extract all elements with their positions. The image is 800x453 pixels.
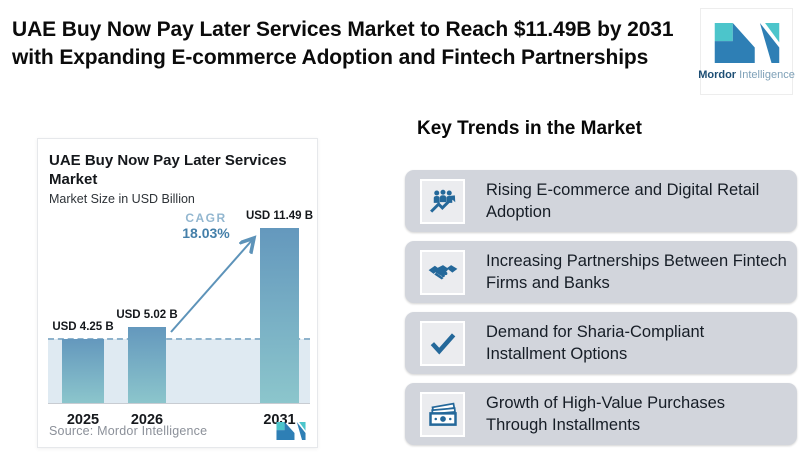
mordor-logo-wordmark: Mordor Intelligence	[698, 68, 795, 81]
bar-value-label: USD 5.02 B	[116, 309, 178, 321]
mordor-intelligence-logo: Mordor Intelligence	[698, 8, 795, 95]
checkmark-icon	[430, 333, 455, 355]
trend-card-label: Rising E-commerce and Digital Retail Ado…	[486, 181, 760, 221]
mordor-logo-mark-icon	[714, 22, 779, 63]
growth-arrow-icon	[170, 214, 310, 333]
bar-2025	[62, 339, 104, 404]
bar-value-label: USD 4.25 B	[52, 321, 114, 333]
page-title-line2: with Expanding E-commerce Adoption and F…	[12, 46, 649, 69]
trend-card-high-value-purchases: Growth of High-Value Purchases Through I…	[405, 383, 797, 445]
x-axis-label-2026: 2026	[130, 412, 164, 428]
trend-card-list: Rising E-commerce and Digital Retail Ado…	[405, 170, 797, 445]
bar-chart-plot-area: CAGR 18.03% USD 4.25 B 2025 USD 5.02 B 2026…	[48, 210, 313, 428]
x-axis-label-2025: 2025	[66, 412, 100, 428]
trend-icon-box	[420, 249, 465, 295]
trend-icon-box	[420, 391, 465, 437]
trend-icon-box	[420, 178, 465, 224]
ecommerce-growth-icon	[429, 189, 455, 213]
page-title: UAE Buy Now Pay Later Services Market to…	[12, 16, 684, 72]
bar-value-label: USD 11.49 B	[245, 210, 314, 222]
trends-heading: Key Trends in the Market	[417, 118, 642, 139]
x-axis-baseline	[48, 403, 310, 404]
chart-subtitle: Market Size in USD Billion	[49, 192, 195, 206]
page-title-line1: UAE Buy Now Pay Later Services Market to…	[12, 18, 674, 41]
trend-card-sharia-compliance: Demand for Sharia-Compliant Installment …	[405, 312, 797, 374]
cagr-label: CAGR	[185, 211, 227, 225]
trend-card-ecommerce: Rising E-commerce and Digital Retail Ado…	[405, 170, 797, 232]
trend-icon-box	[420, 320, 465, 366]
bar-2031	[260, 228, 299, 404]
bar-2026	[128, 327, 166, 404]
cagr-value: 18.03%	[182, 225, 230, 241]
mini-mordor-logo-mark-icon	[276, 422, 306, 440]
x-axis-label-2031: 2031	[263, 412, 296, 428]
trend-card-label: Growth of High-Value Purchases Through I…	[486, 394, 726, 434]
chart-footer: Source: Mordor Intelligence	[49, 422, 306, 440]
banknote-icon	[428, 402, 457, 426]
cagr-annotation: CAGR 18.03%	[164, 211, 248, 241]
market-chart-panel: UAE Buy Now Pay Later Services Market Ma…	[37, 138, 318, 448]
dashed-reference-line	[48, 338, 310, 340]
trend-card-label: Demand for Sharia-Compliant Installment …	[486, 323, 705, 363]
handshake-icon	[428, 265, 457, 280]
trend-card-label: Increasing Partnerships Between Fintech …	[486, 252, 787, 292]
chart-title: UAE Buy Now Pay Later Services Market	[49, 152, 287, 188]
chart-source: Source: Mordor Intelligence	[49, 424, 208, 438]
trend-card-partnerships: Increasing Partnerships Between Fintech …	[405, 241, 797, 303]
